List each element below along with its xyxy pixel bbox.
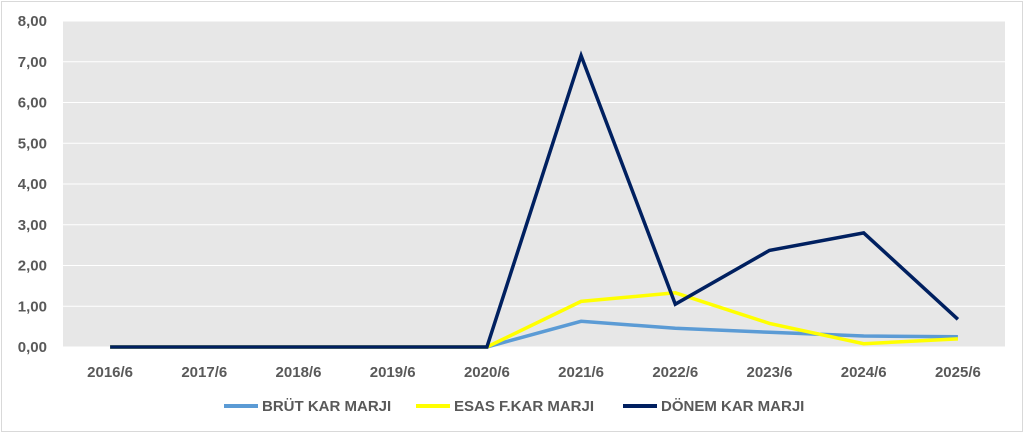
x-tick-label: 2025/6 [935,364,981,381]
y-tick-label: 6,00 [18,95,47,112]
x-tick-label: 2023/6 [747,364,793,381]
x-tick-label: 2019/6 [370,364,416,381]
x-tick-label: 2022/6 [652,364,698,381]
legend-label: DÖNEM KAR MARJI [661,398,804,415]
legend-item: ESAS F.KAR MARJI [416,398,594,415]
legend-item: DÖNEM KAR MARJI [623,398,804,415]
y-tick-label: 7,00 [18,54,47,71]
x-tick-label: 2016/6 [87,364,133,381]
legend-label: BRÜT KAR MARJI [262,398,391,415]
legend-item: BRÜT KAR MARJI [224,398,391,415]
y-tick-label: 8,00 [18,13,47,30]
x-tick-label: 2024/6 [841,364,887,381]
x-tick-label: 2021/6 [558,364,604,381]
y-tick-label: 0,00 [18,339,47,356]
x-tick-label: 2020/6 [464,364,510,381]
legend: BRÜT KAR MARJI ESAS F.KAR MARJI DÖNEM KAR … [224,398,804,415]
series-lines [110,50,960,349]
y-tick-label: 2,00 [18,258,47,275]
y-tick-label: 4,00 [18,176,47,193]
x-axis-ticks: 2016/6 2017/6 2018/6 2019/6 2020/6 2021/6 2022… [87,364,981,381]
y-tick-label: 1,00 [18,298,47,315]
series-line-2 [110,50,960,349]
y-tick-label: 5,00 [18,135,47,152]
y-axis-ticks: 0,00 1,00 2,00 3,00 4,00 5,00 6,00 7,00 8,00 [18,13,47,356]
x-tick-label: 2018/6 [276,364,322,381]
y-tick-label: 3,00 [18,217,47,234]
legend-label: ESAS F.KAR MARJI [454,398,594,415]
x-tick-label: 2017/6 [181,364,227,381]
